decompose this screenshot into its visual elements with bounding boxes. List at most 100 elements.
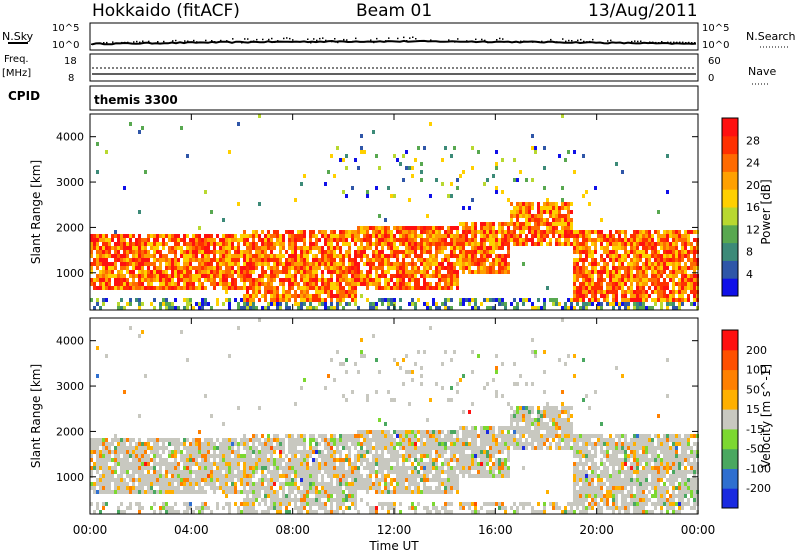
power-cell [297,238,300,242]
power-cell [585,290,588,294]
power-cell [120,234,123,238]
velocity-cell [351,478,354,482]
power-cell [690,290,693,294]
velocity-cell [192,470,195,474]
velocity-cell [348,458,351,462]
power-cell [315,266,318,270]
velocity-cell [174,458,177,462]
cpid-label: CPID [8,89,40,103]
velocity-cell [342,362,345,366]
velocity-cell [399,466,402,470]
power-cell [342,190,345,194]
velocity-cell [378,470,381,474]
power-cell [570,230,573,234]
power-cell [150,274,153,278]
power-cell [471,222,474,226]
power-cell [264,246,267,250]
velocity-cell [351,502,354,506]
power-cell [357,238,360,242]
velocity-cell [252,494,255,498]
velocity-cell [426,434,429,438]
power-cell [432,226,435,230]
power-cell [267,302,270,306]
power-cell [462,226,465,230]
power-cell [456,178,459,182]
power-cell [624,270,627,274]
velocity-cell [216,446,219,450]
velocity-cell [207,474,210,478]
power-cell [522,206,525,210]
power-cell [255,258,258,262]
nsky-tick-bottom: 10^0 [52,40,79,51]
velocity-cell [264,450,267,454]
power-cell [537,234,540,238]
velocity-cell [342,490,345,494]
power-cell [552,214,555,218]
velocity-cell [132,462,135,466]
velocity-cell [396,450,399,454]
velocity-cell [360,482,363,486]
power-cell [468,242,471,246]
nsearch-label: N.Search [746,30,796,43]
power-cell [222,302,225,306]
velocity-cell [252,490,255,494]
power-cell [165,282,168,286]
velocity-cell [123,458,126,462]
power-cell [177,242,180,246]
power-cell [231,278,234,282]
power-cell [132,246,135,250]
power-cell [534,214,537,218]
power-cell [570,218,573,222]
power-cell [93,286,96,290]
power-cell [513,226,516,230]
velocity-cell [384,458,387,462]
velocity-cell [279,450,282,454]
velocity-cell [414,450,417,454]
velocity-cell [429,442,432,446]
nsky-label: N.Sky [2,30,34,43]
velocity-cell [231,442,234,446]
velocity-cell [423,470,426,474]
power-cell [195,258,198,262]
velocity-cell [381,462,384,466]
power-cell [96,142,99,146]
power-cell [360,250,363,254]
power-cell [153,254,156,258]
power-cell [336,302,339,306]
power-cell [648,294,651,298]
power-cell [342,242,345,246]
power-cell [438,234,441,238]
velocity-cell [345,474,348,478]
velocity-cell [294,494,297,498]
power-cell [273,290,276,294]
velocity-cell [162,486,165,490]
power-cell [672,298,675,302]
power-cell [351,298,354,302]
power-cell [591,302,594,306]
power-cell [378,262,381,266]
power-cell [132,250,135,254]
power-cell [270,242,273,246]
power-cell [243,234,246,238]
power-cell [609,230,612,234]
power-cell [213,274,216,278]
power-cell [399,226,402,230]
velocity-cell [279,474,282,478]
power-cell [603,234,606,238]
power-cell [399,278,402,282]
velocity-cell [306,458,309,462]
velocity-cell [108,442,111,446]
power-cell [288,246,291,250]
power-cell [543,218,546,222]
power-cell [462,170,465,174]
power-cell [327,250,330,254]
power-cell [141,286,144,290]
velocity-cell [279,454,282,458]
power-cell [666,254,669,258]
power-cell [633,238,636,242]
power-cell [402,238,405,242]
power-cell [657,274,660,278]
velocity-cell [411,482,414,486]
power-cell [234,246,237,250]
power-cell [249,286,252,290]
